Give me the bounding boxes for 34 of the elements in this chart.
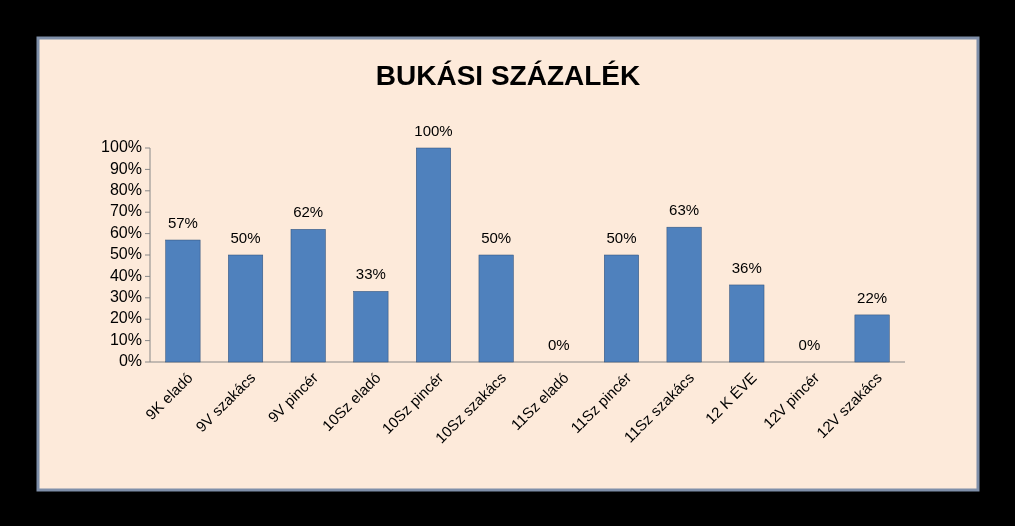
bar [604,254,639,363]
y-tick-label: 70% [109,202,142,220]
data-label: 22% [857,288,888,306]
data-label: 36% [731,258,762,276]
data-label: 33% [355,265,386,283]
y-tick-label: 30% [109,288,142,306]
bar [228,254,264,363]
y-tick-label: 50% [109,245,142,263]
bar [854,314,890,363]
data-label: 50% [481,229,512,246]
bar [478,254,514,363]
bar [353,291,389,363]
data-label: 62% [293,203,324,221]
bar [666,226,702,363]
y-tick-label: 0% [118,352,142,370]
y-tick-label: 90% [109,159,142,177]
y-tick-label: 100% [101,138,142,156]
data-label: 0% [547,336,570,353]
bar [729,284,765,363]
data-label: 100% [414,122,453,139]
y-tick-label: 10% [109,330,142,348]
chart-title: BUKÁSI SZÁZALÉK [375,60,641,92]
data-label: 0% [798,336,821,353]
data-label: 57% [167,214,198,232]
y-tick-label: 80% [109,181,142,199]
data-label: 50% [606,229,637,246]
data-label: 63% [669,201,700,219]
bar [290,229,326,363]
bar [416,147,451,363]
y-tick-label: 20% [109,309,142,327]
y-tick-label: 60% [109,223,142,241]
bar [165,239,201,363]
y-tick-label: 40% [109,266,142,284]
data-label: 50% [230,229,261,246]
